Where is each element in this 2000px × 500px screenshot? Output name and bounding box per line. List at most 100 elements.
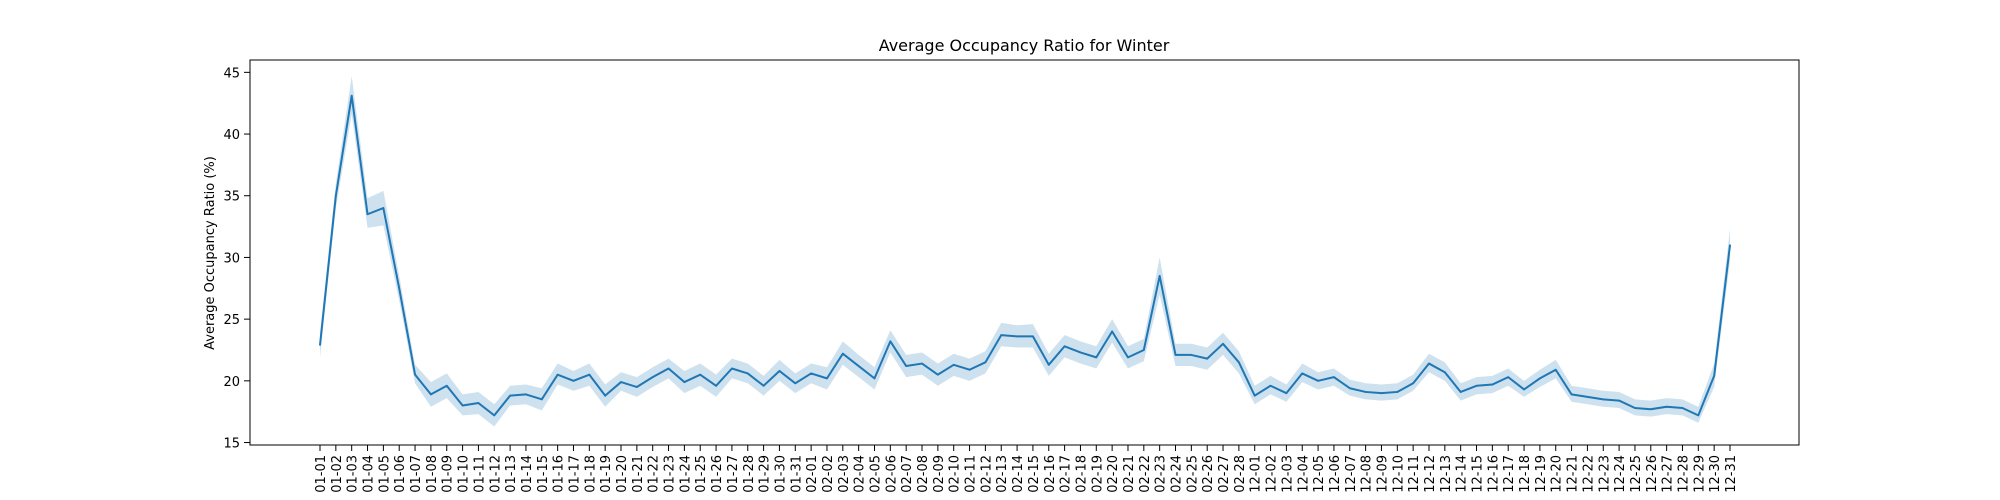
data-point bbox=[746, 372, 749, 375]
x-tick-label: 01-09 bbox=[441, 455, 456, 493]
x-tick-label: 12-10 bbox=[1391, 455, 1406, 493]
data-point bbox=[461, 404, 464, 407]
data-point bbox=[430, 393, 432, 396]
y-tick-label: 45 bbox=[223, 66, 240, 81]
x-tick-label: 02-06 bbox=[884, 455, 899, 493]
data-point bbox=[1396, 391, 1399, 393]
x-tick-label: 12-20 bbox=[1550, 455, 1565, 493]
data-point bbox=[1475, 384, 1478, 387]
data-point bbox=[1491, 383, 1494, 386]
y-tick-label: 35 bbox=[223, 190, 240, 205]
data-point bbox=[350, 94, 353, 97]
x-tick-label: 02-19 bbox=[1090, 455, 1105, 493]
x-tick-label: 01-26 bbox=[710, 455, 725, 493]
data-point bbox=[1428, 362, 1430, 365]
x-tick-label: 12-07 bbox=[1344, 455, 1359, 493]
data-point bbox=[1713, 375, 1715, 377]
x-tick-label: 01-24 bbox=[678, 455, 693, 493]
x-tick-label: 01-16 bbox=[552, 455, 567, 493]
x-tick-label: 01-07 bbox=[409, 455, 424, 493]
data-point bbox=[968, 368, 971, 371]
data-point bbox=[715, 384, 717, 387]
data-point bbox=[620, 381, 622, 383]
x-tick-label: 12-08 bbox=[1360, 455, 1375, 493]
data-point bbox=[857, 365, 860, 367]
data-point bbox=[1158, 275, 1161, 277]
data-point bbox=[1348, 387, 1351, 390]
x-tick-label: 12-11 bbox=[1407, 455, 1422, 493]
data-point bbox=[414, 373, 416, 376]
x-tick-label: 02-16 bbox=[1043, 455, 1058, 493]
data-point bbox=[1222, 343, 1224, 345]
x-tick-label: 12-31 bbox=[1724, 455, 1739, 493]
data-point bbox=[1174, 354, 1177, 356]
data-point bbox=[1364, 391, 1367, 393]
x-tick-label: 02-04 bbox=[853, 455, 868, 493]
x-tick-label: 02-07 bbox=[900, 455, 915, 493]
data-point bbox=[1523, 388, 1525, 391]
data-point bbox=[810, 372, 812, 375]
data-point bbox=[921, 362, 923, 365]
data-point bbox=[636, 386, 638, 388]
x-tick-label: 02-20 bbox=[1106, 455, 1121, 493]
x-tick-label: 12-15 bbox=[1471, 455, 1486, 493]
data-point bbox=[493, 414, 496, 417]
x-tick-label: 02-05 bbox=[868, 455, 883, 493]
data-point bbox=[477, 402, 480, 404]
x-tick-label: 02-22 bbox=[1138, 455, 1153, 493]
data-point bbox=[889, 340, 892, 343]
data-point bbox=[762, 384, 765, 387]
data-point bbox=[335, 194, 337, 197]
x-tick-label: 02-01 bbox=[805, 455, 820, 493]
data-point bbox=[873, 377, 876, 380]
x-tick-label: 12-19 bbox=[1534, 455, 1549, 493]
data-point bbox=[794, 382, 797, 385]
x-tick-label: 02-18 bbox=[1074, 455, 1089, 493]
data-point bbox=[1016, 335, 1018, 338]
data-point bbox=[1570, 393, 1573, 396]
data-point bbox=[778, 370, 781, 372]
x-tick-label: 01-08 bbox=[425, 455, 440, 493]
x-tick-label: 12-24 bbox=[1613, 455, 1628, 493]
x-tick-label: 12-12 bbox=[1423, 455, 1438, 493]
data-point bbox=[1317, 380, 1319, 382]
x-tick-label: 02-26 bbox=[1201, 455, 1216, 493]
data-point bbox=[1190, 354, 1193, 356]
x-tick-label: 02-27 bbox=[1217, 455, 1232, 493]
data-point bbox=[826, 377, 828, 380]
x-tick-label: 02-03 bbox=[837, 455, 852, 493]
x-tick-label: 12-04 bbox=[1296, 455, 1311, 493]
x-tick-label: 01-19 bbox=[599, 455, 614, 493]
x-tick-label: 01-11 bbox=[472, 455, 487, 493]
data-point bbox=[1444, 371, 1446, 374]
x-tick-label: 12-22 bbox=[1581, 455, 1596, 493]
y-tick-label: 40 bbox=[223, 128, 240, 143]
data-point bbox=[1301, 372, 1304, 375]
data-point bbox=[1333, 376, 1335, 378]
x-tick-label: 01-31 bbox=[789, 455, 804, 493]
data-point bbox=[556, 373, 559, 376]
data-point bbox=[1047, 363, 1050, 366]
x-tick-label: 12-28 bbox=[1676, 455, 1691, 493]
plot-area-frame bbox=[249, 59, 1800, 446]
data-point bbox=[1554, 368, 1557, 371]
x-tick-label: 12-23 bbox=[1597, 455, 1612, 493]
data-point bbox=[1079, 351, 1082, 354]
y-tick-label: 25 bbox=[223, 313, 240, 328]
data-point bbox=[1127, 356, 1129, 359]
data-point bbox=[1063, 345, 1066, 348]
data-point bbox=[604, 394, 606, 397]
data-point bbox=[1602, 398, 1605, 401]
data-point bbox=[1649, 408, 1652, 411]
data-point bbox=[1000, 334, 1003, 336]
data-point bbox=[667, 367, 670, 370]
data-point bbox=[588, 373, 591, 376]
data-point bbox=[1634, 407, 1636, 409]
data-point bbox=[905, 365, 907, 367]
x-tick-label: 01-02 bbox=[330, 455, 345, 493]
data-point bbox=[1285, 392, 1288, 394]
series-line-layer bbox=[319, 94, 1731, 417]
x-tick-label: 02-12 bbox=[979, 455, 994, 493]
y-tick-label: 30 bbox=[223, 251, 240, 266]
data-point bbox=[1238, 361, 1240, 364]
